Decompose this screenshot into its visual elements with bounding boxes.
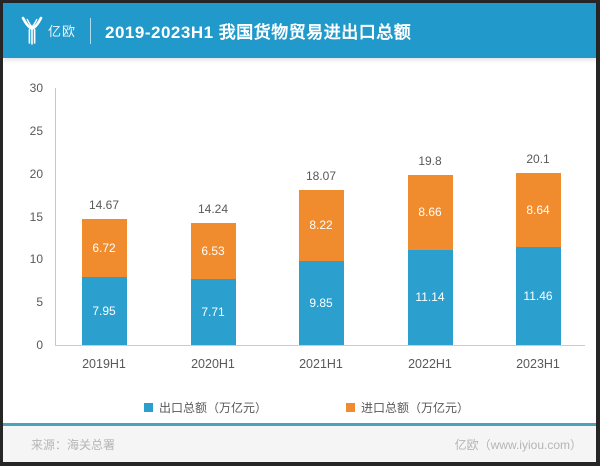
- x-axis-line: [55, 345, 585, 346]
- bar-segment-export: 7.95: [81, 276, 127, 345]
- bar-segment-export: 11.14: [407, 249, 453, 345]
- bar-segment-import: 8.66: [407, 175, 453, 250]
- bar-segment-value: 7.95: [92, 303, 116, 318]
- header-divider: [90, 17, 92, 44]
- bar-segment-export: 11.46: [515, 246, 561, 345]
- logo-wordmark: 亿欧: [48, 24, 77, 39]
- bar-total-label: 18.07: [305, 169, 337, 184]
- y-tick-label: 10: [29, 252, 43, 267]
- footer-rule: [3, 423, 596, 426]
- x-axis-label: 2019H1: [82, 357, 126, 371]
- bar-segment-value: 8.22: [309, 218, 333, 233]
- bar-segment-value: 8.64: [526, 202, 550, 217]
- yiou-logo-icon: [19, 16, 45, 46]
- bar-segment-value: 8.66: [418, 205, 442, 220]
- x-axis-label: 2023H1: [516, 357, 560, 371]
- bar-segment-import: 6.72: [81, 219, 127, 277]
- y-tick-label: 30: [29, 81, 43, 95]
- legend-label: 出口总额（万亿元）: [159, 400, 268, 415]
- x-axis-label: 2021H1: [299, 357, 343, 371]
- source-note: 来源：海关总署: [31, 437, 116, 452]
- bar-total-label: 19.8: [418, 154, 442, 169]
- legend-swatch-icon: [346, 402, 355, 412]
- bar-segment-value: 11.14: [415, 290, 445, 305]
- bar-segment-export: 7.71: [190, 278, 236, 345]
- footer: 来源：海关总署 亿欧（www.iyiou.com）: [3, 426, 596, 462]
- bar-segment-value: 11.46: [523, 288, 553, 303]
- legend-label: 进口总额（万亿元）: [361, 400, 470, 415]
- bar-segment-value: 7.71: [201, 304, 225, 319]
- bar-total-label: 14.24: [197, 202, 229, 216]
- bar-total-label: 20.1: [526, 151, 550, 166]
- x-axis-label: 2020H1: [191, 357, 235, 371]
- legend-swatch-icon: [144, 402, 153, 412]
- y-tick-label: 25: [29, 123, 43, 138]
- legend-item: 进口总额（万亿元）: [346, 400, 470, 415]
- y-tick-label: 5: [36, 295, 43, 310]
- bar-segment-import: 8.64: [515, 172, 561, 247]
- bar-segment-import: 6.53: [190, 223, 236, 279]
- page-title: 2019-2023H1 我国货物贸易进出口总额: [105, 23, 412, 42]
- bar-segment-import: 8.22: [298, 190, 344, 261]
- header-bar: 亿欧 2019-2023H1 我国货物贸易进出口总额: [3, 3, 596, 58]
- bar-segment-value: 6.53: [201, 243, 225, 258]
- x-axis-label: 2022H1: [408, 357, 452, 371]
- y-tick-label: 20: [29, 166, 43, 181]
- bar-segment-value: 9.85: [309, 295, 333, 310]
- legend-item: 出口总额（万亿元）: [144, 400, 268, 415]
- bar-segment-export: 9.85: [298, 260, 344, 345]
- y-tick-label: 0: [36, 338, 43, 352]
- y-axis-line: [55, 88, 56, 345]
- y-tick-label: 15: [29, 209, 43, 224]
- bar-segment-value: 6.72: [92, 241, 116, 256]
- bar-total-label: 14.67: [88, 198, 120, 213]
- brand-credit: 亿欧（www.iyiou.com）: [454, 437, 582, 452]
